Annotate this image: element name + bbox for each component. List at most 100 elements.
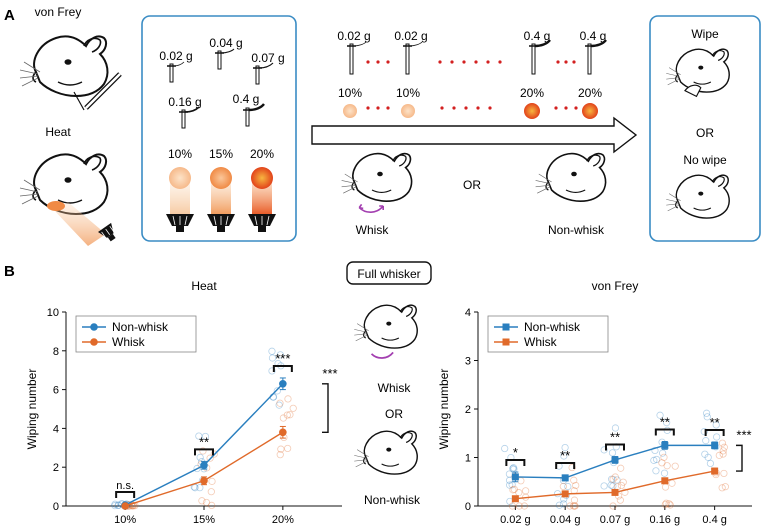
x-tick-label: 0.16 g: [650, 514, 681, 526]
von-frey-label: von Frey: [35, 5, 82, 19]
individual-point: [559, 500, 568, 508]
filament-icon: [215, 48, 235, 70]
individual-point: [662, 499, 670, 507]
individual-point: [276, 451, 284, 459]
data-point: [511, 473, 519, 481]
individual-point: [207, 488, 215, 496]
individual-point: [652, 467, 660, 475]
y-tick-label: 6: [53, 385, 59, 397]
significance-label: **: [560, 448, 570, 463]
individual-point: [663, 462, 671, 470]
individual-point: [719, 450, 727, 458]
data-point: [611, 488, 619, 496]
individual-point: [561, 444, 569, 452]
individual-point: [715, 451, 723, 459]
filament-label: 0.07 g: [251, 51, 284, 65]
individual-point: [609, 502, 617, 510]
individual-point: [196, 484, 204, 492]
significance-label: *: [513, 445, 518, 460]
individual-point: [616, 496, 624, 504]
mouse-heat-illustration: [19, 153, 116, 246]
y-tick-label: 0: [465, 501, 471, 513]
individual-point: [559, 482, 567, 491]
individual-point: [284, 395, 292, 403]
lamp-icon: [248, 214, 276, 232]
individual-point: [111, 502, 119, 510]
data-point: [661, 477, 669, 485]
data-point: [200, 476, 208, 485]
individual-point: [653, 455, 661, 464]
x-tick-label: 0.07 g: [600, 514, 631, 526]
individual-point: [608, 449, 617, 457]
or-label: OR: [696, 126, 714, 140]
individual-point: [510, 485, 518, 493]
mouse-whisk-illustration: [340, 152, 413, 213]
x-tick-label: 0.4 g: [702, 514, 726, 526]
individual-point: [607, 481, 615, 489]
filament-label: 0.04 g: [209, 36, 242, 50]
significance-bracket: [322, 383, 329, 433]
individual-point: [195, 432, 203, 440]
heat-spot: [251, 167, 273, 189]
or-label: OR: [463, 178, 481, 192]
individual-point: [515, 502, 523, 510]
seq-filament-label: 0.4 g: [524, 29, 551, 43]
heat-spot: [343, 104, 357, 118]
full-whisker-title: Full whisker: [357, 267, 420, 281]
individual-point: [277, 445, 285, 453]
individual-point: [713, 433, 721, 441]
individual-point: [191, 484, 199, 492]
outcome-box: [649, 15, 761, 242]
mouse-nowipe-illustration: [665, 174, 730, 219]
heat-spot: [401, 104, 415, 118]
significance-bracket: [736, 444, 743, 472]
individual-point: [702, 409, 711, 417]
individual-point: [608, 475, 616, 483]
significance-bracket: [654, 428, 675, 436]
heat-spot: [169, 167, 191, 189]
individual-point: [704, 453, 712, 461]
seq-heat-label: 20%: [520, 86, 544, 100]
x-tick-label: 0.02 g: [500, 514, 531, 526]
stimulus-box: [141, 15, 297, 242]
mouse-nonwhisk-illustration: [534, 152, 607, 202]
heat-level-label: 20%: [250, 147, 274, 161]
individual-point: [659, 449, 667, 457]
center-or-label: OR: [385, 407, 403, 421]
legend-box: [75, 315, 197, 353]
individual-point: [571, 502, 579, 510]
significance-label: ***: [736, 427, 751, 442]
y-tick-label: 0: [53, 501, 59, 513]
seq-heat-label: 10%: [338, 86, 362, 100]
y-tick-label: 2: [53, 462, 59, 474]
individual-point: [651, 446, 659, 455]
heat-label: Heat: [45, 125, 71, 139]
individual-point: [666, 501, 674, 509]
seq-filament-label: 0.02 g: [337, 29, 370, 43]
vonfrey-chart: von Frey Wiping number 0 1 2 3 4 0.02 g 0.04 g 0.…: [437, 279, 752, 526]
individual-point: [284, 444, 292, 453]
heat-spot: [582, 103, 598, 119]
individual-point: [206, 454, 214, 462]
significance-bracket: [115, 491, 136, 499]
x-tick-label: 0.04 g: [550, 514, 581, 526]
data-point: [711, 467, 719, 475]
dots-separator: [366, 60, 578, 110]
significance-bracket: [272, 364, 293, 372]
individual-point: [615, 492, 623, 500]
individual-point: [283, 411, 291, 419]
filament-icon: [243, 103, 265, 127]
legend-label: Non-whisk: [524, 320, 581, 334]
heat-spot: [210, 167, 232, 189]
panel-b-letter: B: [4, 263, 15, 280]
individual-point: [570, 476, 578, 484]
individual-point: [555, 501, 563, 509]
significance-label: ***: [275, 351, 290, 366]
individual-point: [501, 444, 509, 453]
y-tick-label: 4: [465, 307, 471, 319]
individual-point: [508, 481, 516, 489]
individual-point: [611, 424, 620, 432]
filament-icon: [403, 41, 423, 75]
